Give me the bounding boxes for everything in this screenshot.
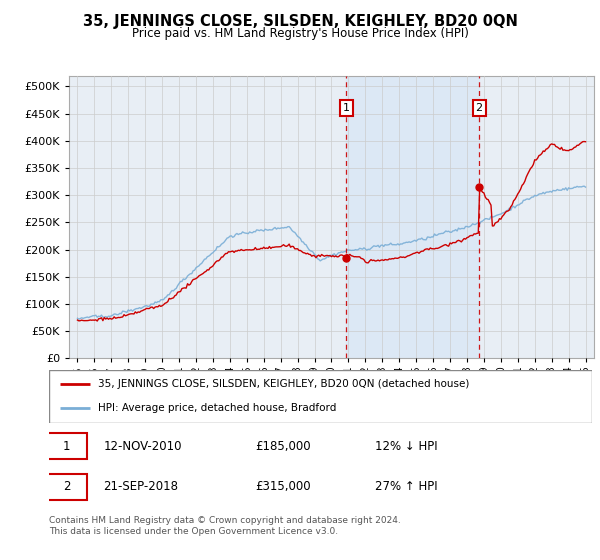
Text: 35, JENNINGS CLOSE, SILSDEN, KEIGHLEY, BD20 0QN (detached house): 35, JENNINGS CLOSE, SILSDEN, KEIGHLEY, B… — [98, 379, 469, 389]
FancyBboxPatch shape — [46, 433, 87, 459]
Text: £185,000: £185,000 — [256, 440, 311, 452]
Text: 2: 2 — [63, 480, 70, 493]
Text: 2: 2 — [476, 103, 483, 113]
Bar — [346, 76, 479, 358]
Text: 1: 1 — [343, 103, 350, 113]
Text: Price paid vs. HM Land Registry's House Price Index (HPI): Price paid vs. HM Land Registry's House … — [131, 27, 469, 40]
Text: 1: 1 — [63, 440, 70, 452]
Text: 12-NOV-2010: 12-NOV-2010 — [104, 440, 182, 452]
FancyBboxPatch shape — [46, 474, 87, 500]
Text: HPI: Average price, detached house, Bradford: HPI: Average price, detached house, Brad… — [98, 403, 337, 413]
Text: £315,000: £315,000 — [256, 480, 311, 493]
Text: 12% ↓ HPI: 12% ↓ HPI — [375, 440, 437, 452]
Text: 27% ↑ HPI: 27% ↑ HPI — [375, 480, 437, 493]
Text: Contains HM Land Registry data © Crown copyright and database right 2024.
This d: Contains HM Land Registry data © Crown c… — [49, 516, 401, 536]
Text: 21-SEP-2018: 21-SEP-2018 — [104, 480, 179, 493]
Text: 35, JENNINGS CLOSE, SILSDEN, KEIGHLEY, BD20 0QN: 35, JENNINGS CLOSE, SILSDEN, KEIGHLEY, B… — [83, 14, 517, 29]
